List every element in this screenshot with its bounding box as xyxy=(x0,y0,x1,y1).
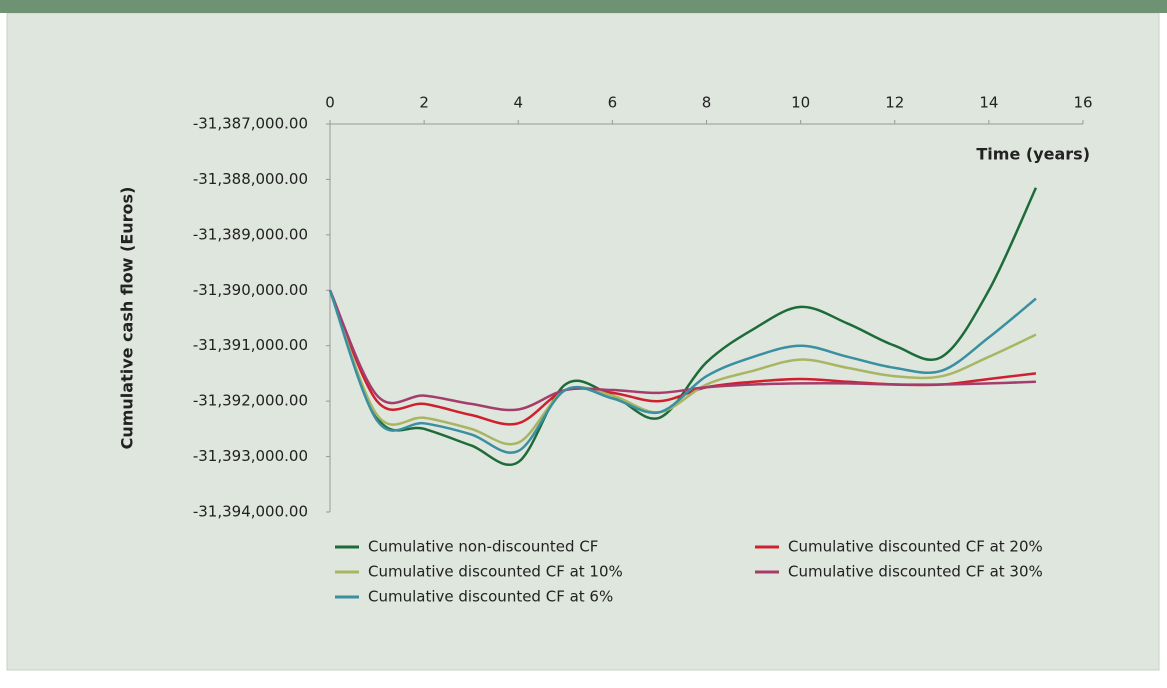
x-tick-label: 0 xyxy=(325,94,335,112)
y-axis-label: Cumulative cash flow (Euros) xyxy=(118,187,137,450)
x-tick-label: 12 xyxy=(885,94,904,112)
x-axis-label: Time (years) xyxy=(976,145,1090,164)
y-tick-label: -31,389,000.00 xyxy=(193,225,308,243)
y-tick-label: -31,388,000.00 xyxy=(193,170,308,188)
legend-label: Cumulative non-discounted CF xyxy=(368,538,598,556)
legend-label: Cumulative discounted CF at 10% xyxy=(368,563,623,581)
series-line xyxy=(328,289,1036,412)
x-tick-label: 14 xyxy=(979,94,998,112)
x-tick-label: 8 xyxy=(702,94,712,112)
legend-label: Cumulative discounted CF at 30% xyxy=(788,563,1043,581)
x-tick-label: 4 xyxy=(513,94,523,112)
y-tick-label: -31,391,000.00 xyxy=(193,336,308,354)
y-tick-label: -31,387,000.00 xyxy=(193,115,308,133)
series-line xyxy=(328,289,1037,454)
y-tick-label: -31,394,000.00 xyxy=(193,503,308,521)
legend-label: Cumulative discounted CF at 20% xyxy=(788,538,1043,556)
x-tick-label: 6 xyxy=(608,94,618,112)
x-tick-label: 10 xyxy=(791,94,810,112)
top-band xyxy=(0,0,1167,13)
y-tick-label: -31,390,000.00 xyxy=(193,281,308,299)
x-tick-label: 16 xyxy=(1073,94,1092,112)
y-tick-label: -31,392,000.00 xyxy=(193,392,308,410)
panel xyxy=(6,12,1160,671)
y-tick-label: -31,393,000.00 xyxy=(193,447,308,465)
x-tick-label: 2 xyxy=(419,94,429,112)
legend-label: Cumulative discounted CF at 6% xyxy=(368,588,613,606)
